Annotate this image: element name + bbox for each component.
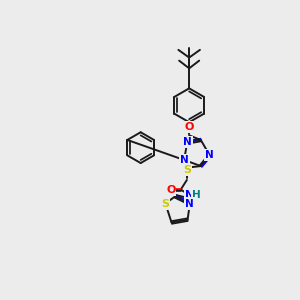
Text: S: S <box>161 199 169 208</box>
Text: N: N <box>185 199 194 208</box>
Text: N: N <box>180 155 188 165</box>
Text: N: N <box>185 190 195 200</box>
Text: N: N <box>206 150 214 161</box>
Text: N: N <box>183 137 192 147</box>
Text: S: S <box>183 165 191 175</box>
Text: O: O <box>166 185 175 195</box>
Text: H: H <box>193 190 201 200</box>
Text: O: O <box>184 122 194 132</box>
